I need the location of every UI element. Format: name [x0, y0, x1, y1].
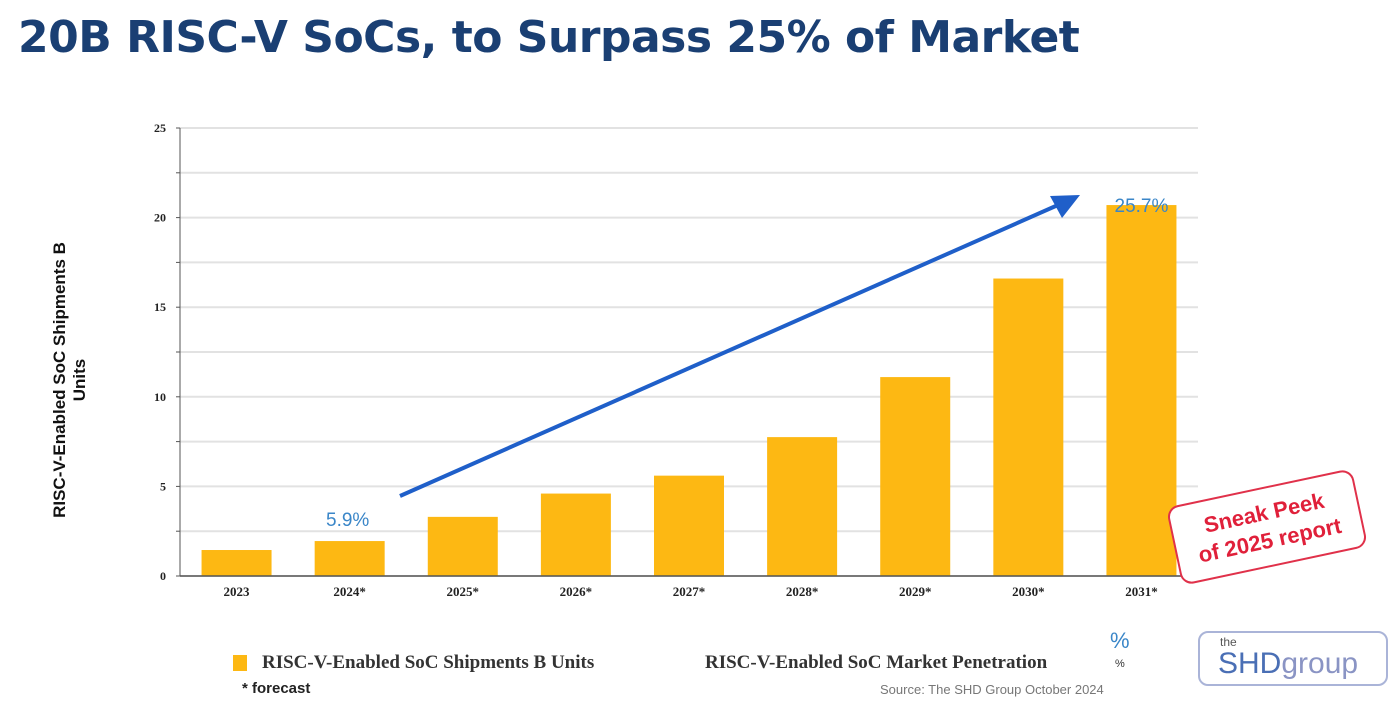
source-note: Source: The SHD Group October 2024: [880, 682, 1104, 697]
bar-2024: [314, 541, 385, 576]
annotation-start: 5.9%: [326, 510, 369, 531]
bar-2030: [993, 278, 1064, 576]
x-tick-label: 2026*: [560, 584, 593, 599]
footnote: * forecast: [242, 680, 311, 697]
trend-arrow-head: [1050, 195, 1080, 218]
bar-2023: [201, 550, 272, 576]
legend-penetration: RISC-V-Enabled SoC Market Penetration: [705, 652, 1048, 673]
bar-2031: [1106, 205, 1177, 576]
x-tick-label: 2025*: [447, 584, 480, 599]
x-tick-label: 2027*: [673, 584, 706, 599]
x-tick-label: 2029*: [899, 584, 932, 599]
logo-shd: SHD: [1218, 647, 1282, 680]
x-tick-label: 2030*: [1012, 584, 1045, 599]
legend-percent-small: %: [1115, 658, 1125, 670]
y-tick-label: 25: [154, 121, 166, 135]
legend-series: RISC-V-Enabled SoC Shipments B Units: [262, 652, 595, 673]
legend-swatch: [233, 655, 247, 671]
x-tick-label: 2024*: [333, 584, 366, 599]
bar-2029: [880, 377, 951, 576]
logo-text: SHDgroup: [1218, 647, 1358, 681]
y-tick-label: 20: [154, 211, 166, 225]
bar-2026: [540, 493, 611, 576]
trend-arrow: [399, 203, 1059, 498]
x-tick-label: 2023: [224, 584, 251, 599]
bar-2027: [654, 475, 724, 576]
x-tick-label: 2031*: [1125, 584, 1158, 599]
shd-group-logo: the SHDgroup: [1198, 631, 1388, 686]
logo-the: the: [1220, 635, 1237, 649]
logo-group: group: [1281, 647, 1359, 680]
legend-percent-symbol: %: [1110, 628, 1130, 653]
bar-2025: [427, 516, 498, 576]
y-tick-label: 15: [154, 300, 166, 314]
annotation-end: 25.7%: [1115, 196, 1169, 217]
x-tick-label: 2028*: [786, 584, 819, 599]
y-tick-label: 10: [154, 390, 166, 404]
y-tick-label: 0: [160, 569, 166, 583]
y-tick-label: 5: [160, 479, 166, 493]
bar-2028: [767, 437, 838, 576]
page-title: 20B RISC-V SoCs, to Surpass 25% of Marke…: [18, 12, 1080, 63]
y-axis-label: RISC-V-Enabled SoC Shipments B Units: [50, 242, 89, 518]
